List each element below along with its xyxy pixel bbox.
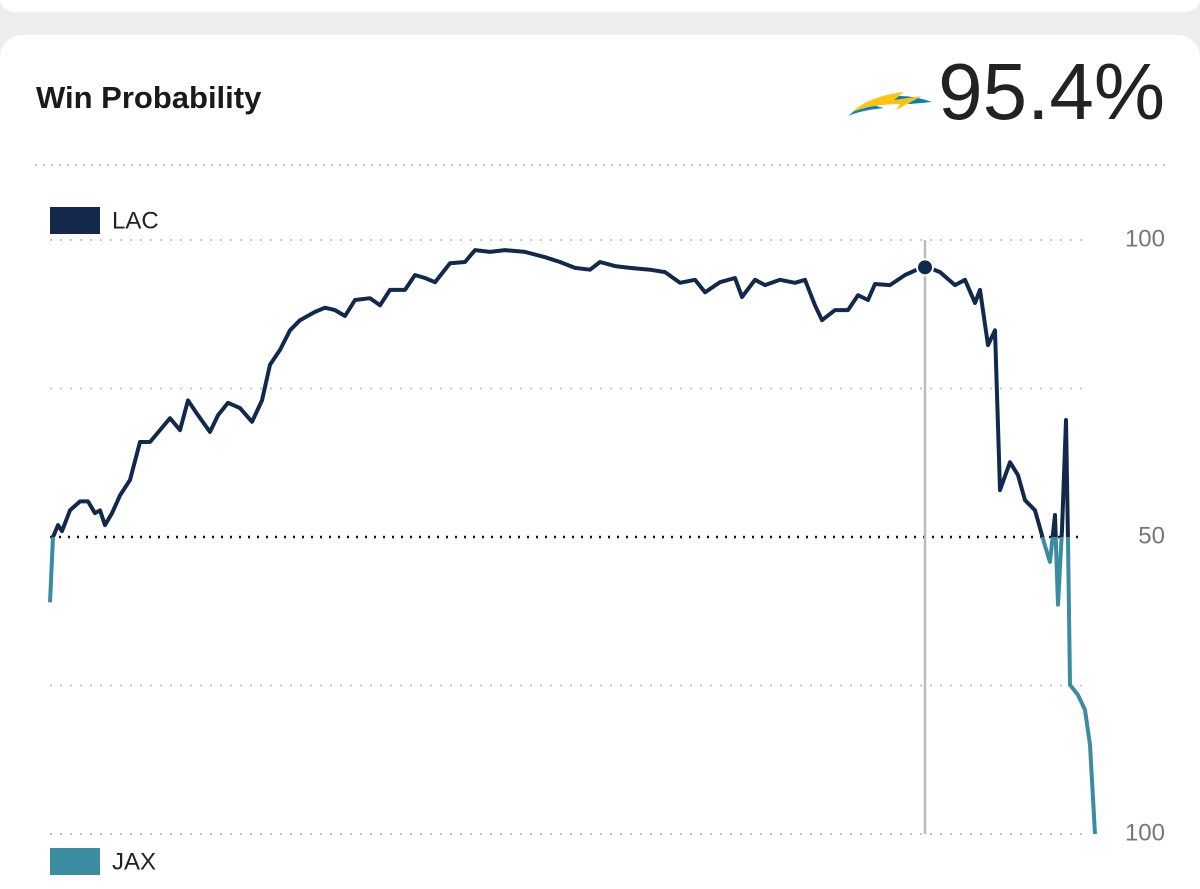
- y-tick-label: 100: [1125, 225, 1165, 252]
- win-probability-line: [50, 248, 1070, 537]
- legend-label: JAX: [112, 848, 156, 875]
- legend-swatch: [50, 207, 100, 234]
- chart-title: Win Probability: [36, 80, 262, 115]
- previous-card: [0, 0, 1200, 12]
- legend-swatch: [50, 848, 100, 875]
- current-marker: [916, 258, 934, 277]
- team-logo: [848, 92, 932, 116]
- y-tick-label: 100: [1125, 819, 1165, 846]
- legend-label: LAC: [112, 207, 159, 234]
- y-tick-label: 50: [1138, 522, 1165, 549]
- current-probability: 95.4%: [938, 47, 1165, 136]
- card: [0, 35, 1200, 889]
